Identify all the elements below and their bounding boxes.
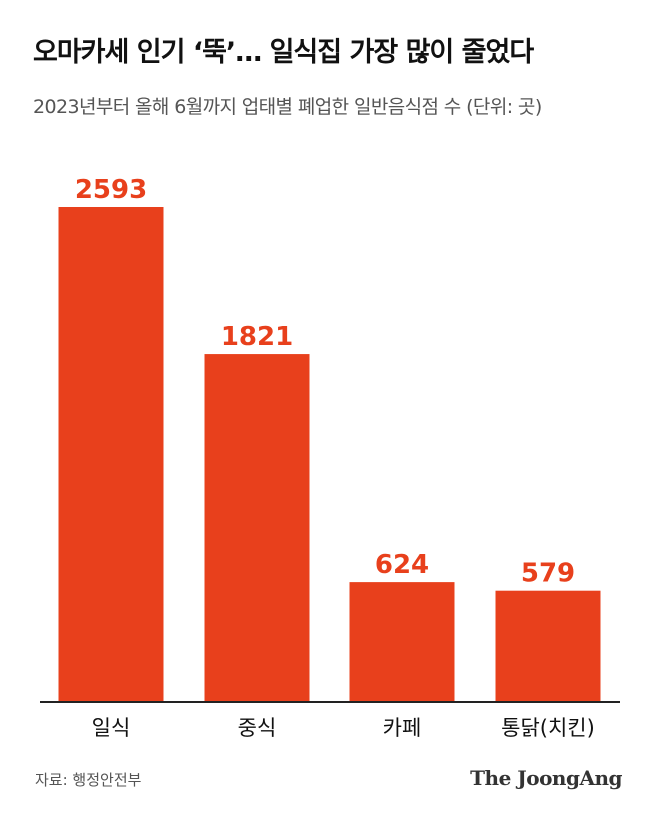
category-label-2: 중식 <box>238 716 277 740</box>
chart-title: 오마카세 인기 ‘뚝’… 일식집 가장 많이 줄었다 <box>33 37 534 68</box>
value-label-3: 624 <box>375 550 429 580</box>
bar-4 <box>495 590 601 701</box>
value-label-1: 2593 <box>75 175 147 205</box>
value-label-2: 1821 <box>221 322 293 352</box>
value-label-4: 579 <box>521 559 575 589</box>
source-note: 자료: 행정안전부 <box>35 771 142 789</box>
category-label-3: 카페 <box>383 716 422 740</box>
bar-3 <box>349 582 455 701</box>
chart-subtitle: 2023년부터 올해 6월까지 업태별 폐업한 일반음식점 수 (단위: 곳) <box>33 96 542 118</box>
category-label-4: 통닭(치킨) <box>501 716 595 740</box>
bar-1 <box>58 207 164 701</box>
publisher-logo: The JoongAng <box>470 766 622 790</box>
bar-2 <box>204 354 310 701</box>
category-label-1: 일식 <box>92 716 131 740</box>
